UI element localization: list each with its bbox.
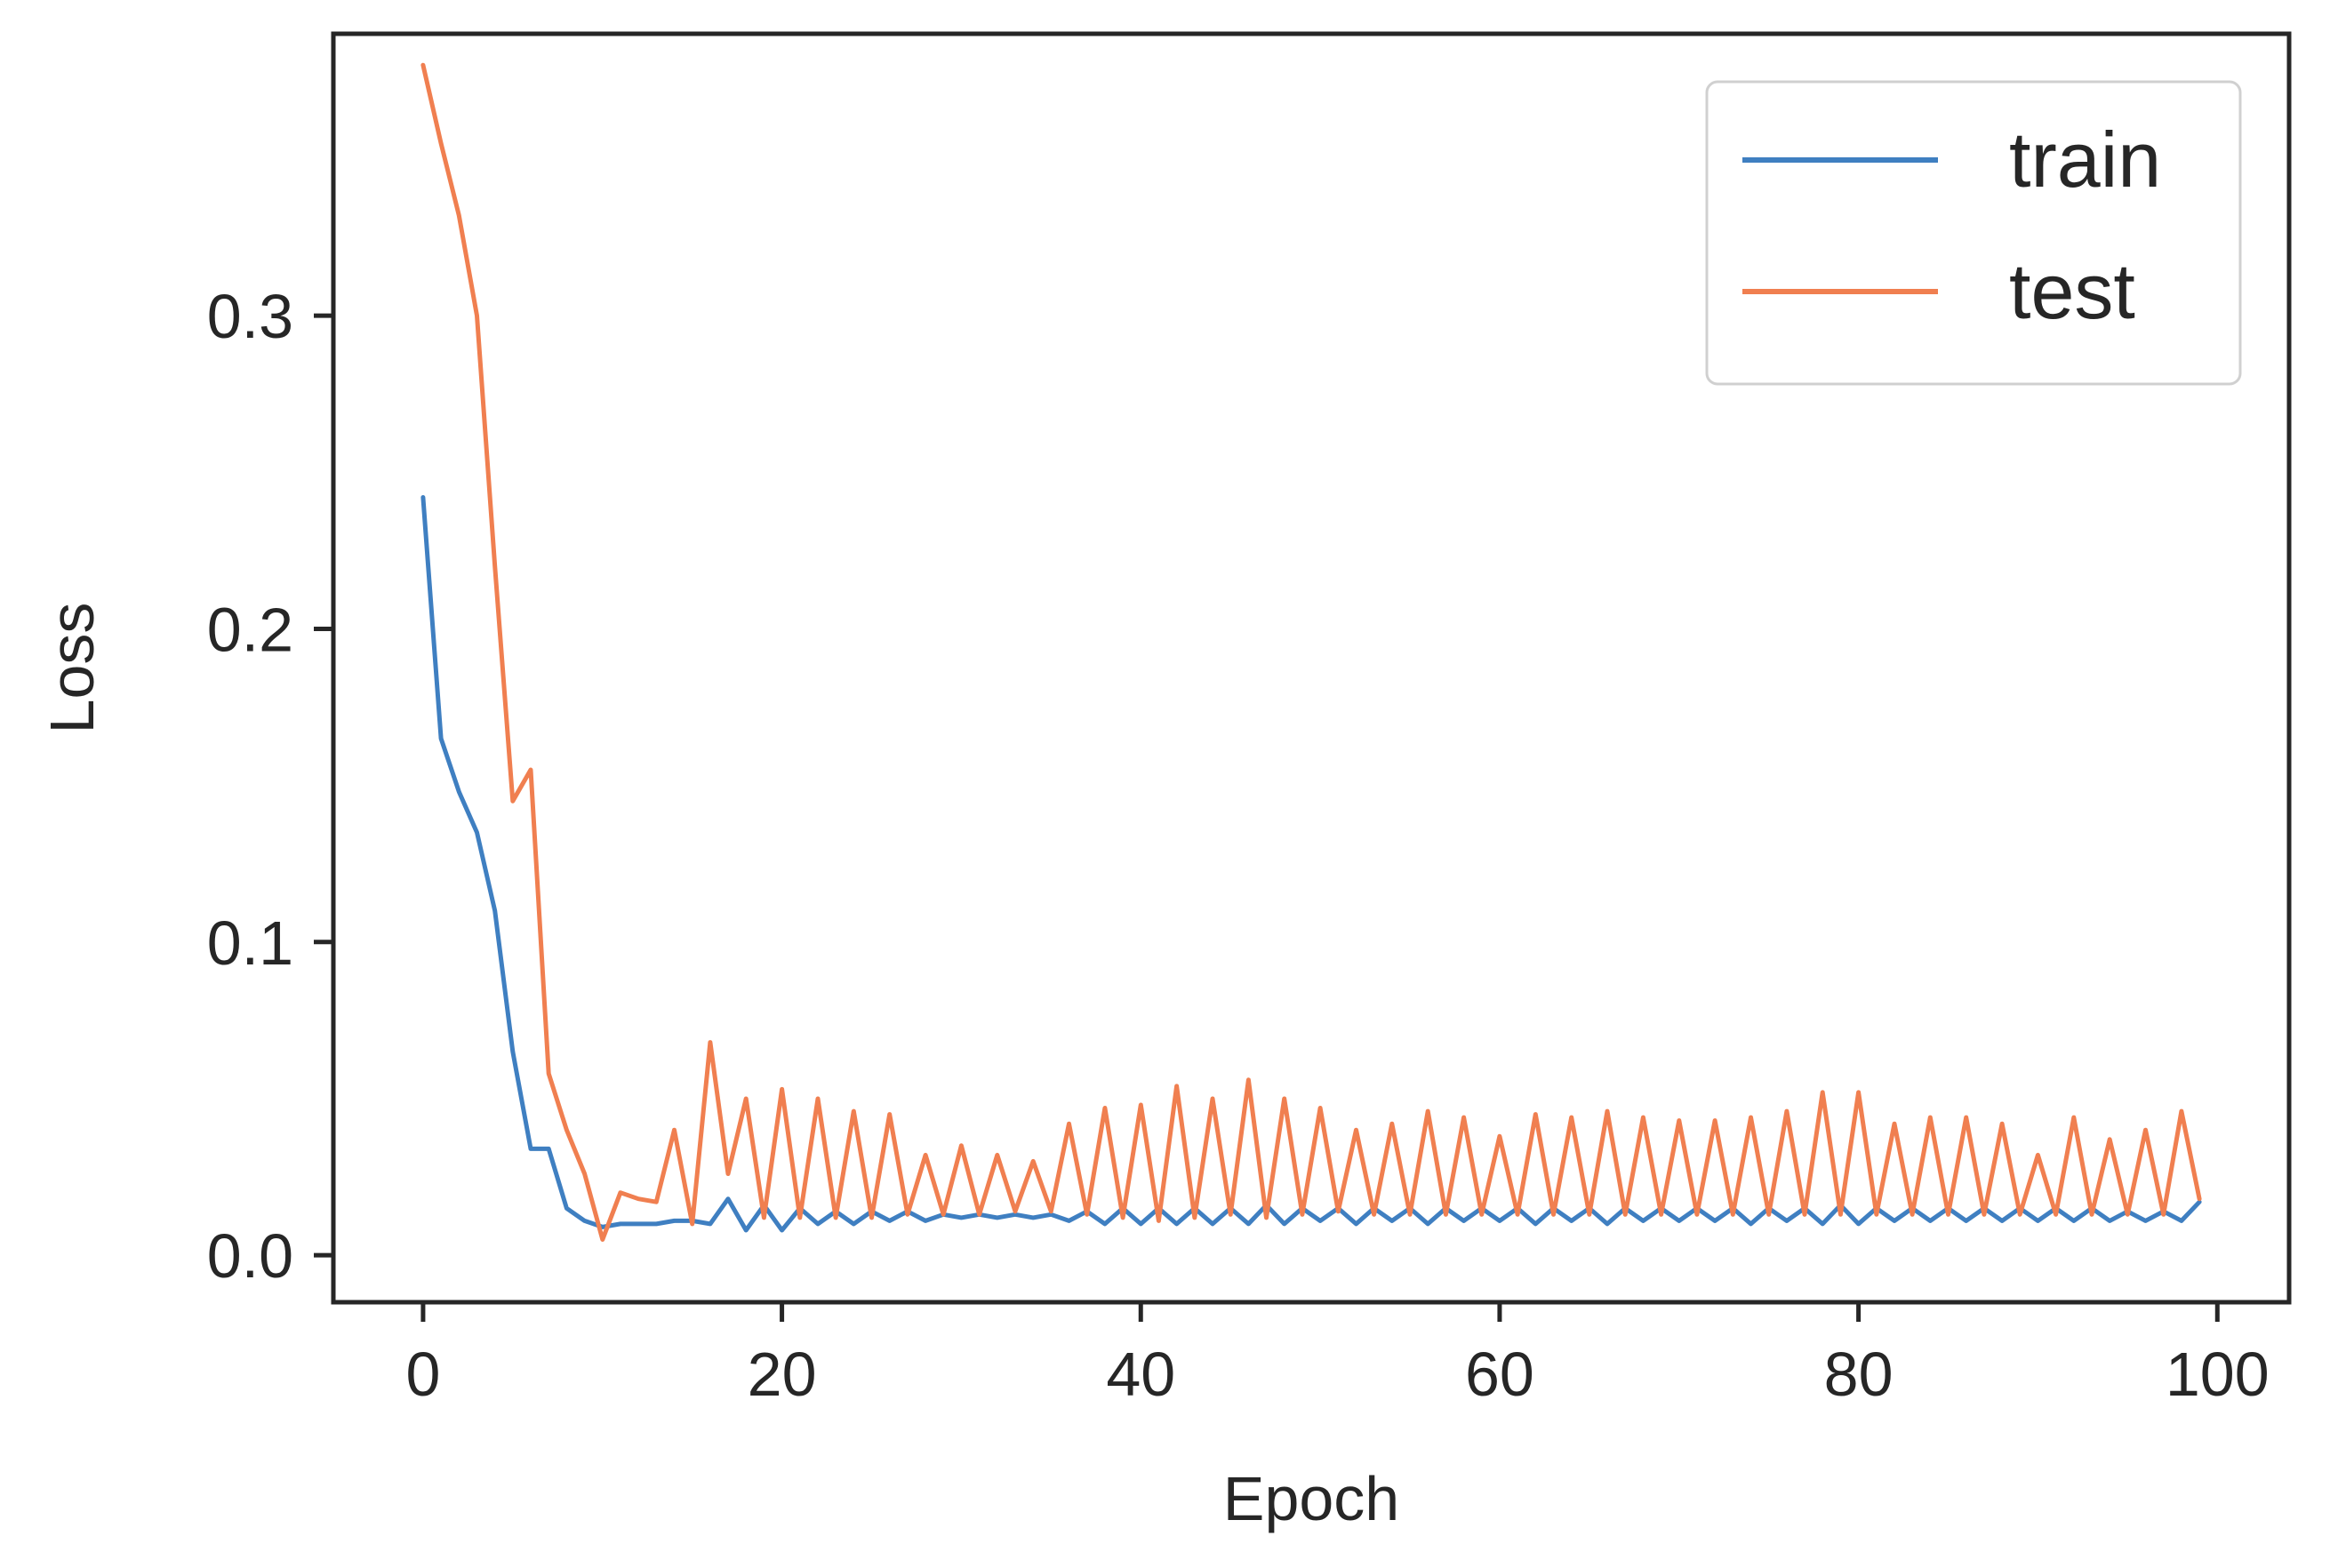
y-tick-label-0.1: 0.1 — [207, 908, 293, 978]
y-axis-label: Loss — [37, 603, 107, 734]
x-axis-label: Epoch — [1223, 1464, 1399, 1533]
plot-area — [331, 31, 2292, 1305]
x-tick-label-60: 60 — [1465, 1340, 1534, 1409]
legend-label-test: test — [2009, 247, 2135, 335]
y-tick-label-0.2: 0.2 — [207, 595, 293, 664]
y-tick-label-0: 0.0 — [207, 1221, 293, 1291]
series-layer — [420, 62, 2202, 1242]
series-line-test — [420, 62, 2202, 1242]
x-tick-label-0: 0 — [405, 1340, 440, 1409]
plot-frame — [331, 31, 2292, 1305]
x-tick-label-20: 20 — [748, 1340, 817, 1409]
x-tick-label-40: 40 — [1106, 1340, 1175, 1409]
x-tick-label-80: 80 — [1824, 1340, 1894, 1409]
x-tick-label-100: 100 — [2166, 1340, 2270, 1409]
legend: train test — [1705, 80, 2242, 386]
x-axis: 0 20 40 60 80 100 — [405, 1302, 2270, 1409]
y-tick-label-0.3: 0.3 — [207, 282, 293, 351]
series-line-train — [420, 495, 2202, 1233]
legend-label-train: train — [2009, 116, 2161, 204]
y-axis: 0.0 0.1 0.2 0.3 — [207, 282, 333, 1291]
